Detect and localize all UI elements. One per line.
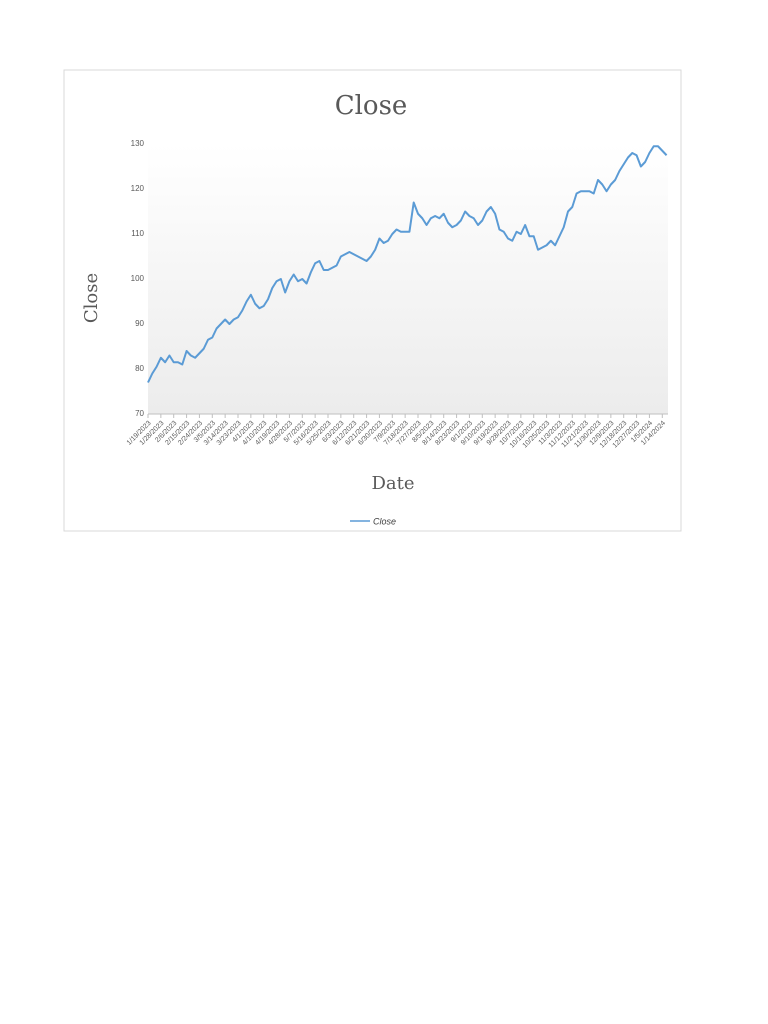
plot-area xyxy=(148,144,668,414)
y-axis-label: Close xyxy=(81,273,102,323)
y-tick-label: 80 xyxy=(135,364,144,373)
line-series xyxy=(147,145,668,383)
y-tick-label: 110 xyxy=(131,229,144,238)
y-tick-label: 90 xyxy=(135,319,144,328)
y-tick-label: 100 xyxy=(131,274,145,283)
chart-title: Close xyxy=(335,91,408,121)
legend-label: Close xyxy=(373,516,396,526)
x-axis-label: Date xyxy=(371,473,414,494)
y-tick-label: 70 xyxy=(135,409,144,418)
y-tick-label: 130 xyxy=(131,139,145,148)
y-tick-label: 120 xyxy=(131,184,145,193)
